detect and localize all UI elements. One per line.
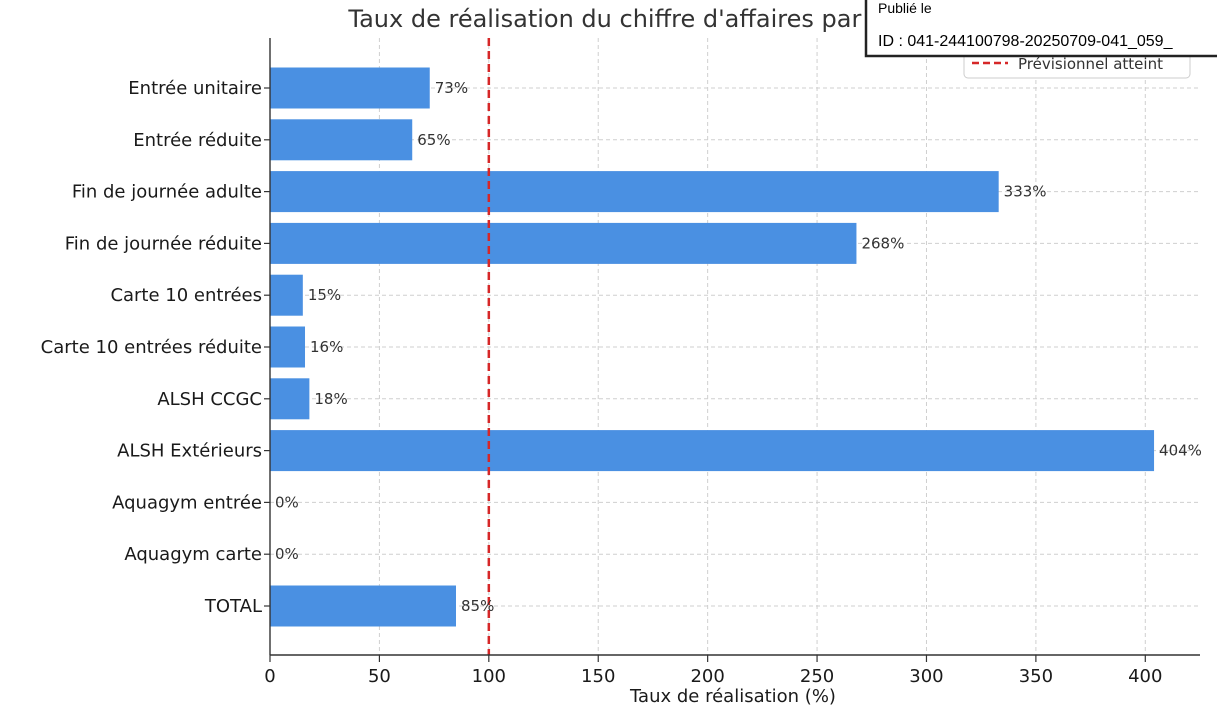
bar <box>270 585 456 627</box>
axes <box>264 38 1200 662</box>
data-label: 0% <box>275 545 299 563</box>
bar <box>270 67 430 109</box>
bar <box>270 274 303 316</box>
x-tick-label: 350 <box>1019 666 1053 687</box>
data-label: 65% <box>417 131 450 149</box>
data-label: 15% <box>308 286 341 304</box>
data-label: 85% <box>461 597 494 615</box>
publication-stamp: Publié le ID : 041-244100798-20250709-04… <box>864 0 1217 58</box>
category-label: ALSH Extérieurs <box>117 441 262 462</box>
category-label: Aquagym carte <box>124 544 262 565</box>
bar <box>270 119 413 161</box>
category-label: Carte 10 entrées réduite <box>41 337 262 358</box>
category-label: Fin de journée réduite <box>65 233 262 254</box>
bar <box>270 430 1155 472</box>
category-label: TOTAL <box>204 596 262 617</box>
data-label: 16% <box>310 338 343 356</box>
data-label: 18% <box>314 390 347 408</box>
data-label: 333% <box>1004 183 1047 201</box>
category-label: Carte 10 entrées <box>110 285 262 306</box>
x-tick-label: 50 <box>368 666 391 687</box>
stamp-published-label: Publié le <box>878 0 932 16</box>
bar <box>270 326 306 368</box>
x-tick-label: 250 <box>800 666 834 687</box>
data-label: 404% <box>1159 442 1202 460</box>
category-labels: Entrée unitaire Entrée réduite Fin de jour… <box>41 78 262 617</box>
bar <box>270 222 857 264</box>
category-label: Aquagym entrée <box>112 492 262 513</box>
x-tick-labels: 0 50 100 150 200 250 300 350 400 <box>264 666 1162 687</box>
x-tick-label: 0 <box>264 666 275 687</box>
category-label: Entrée unitaire <box>128 78 262 99</box>
category-label: ALSH CCGC <box>157 389 262 410</box>
x-axis-title: Taux de réalisation (%) <box>629 686 836 707</box>
bars <box>270 67 1155 627</box>
x-tick-label: 300 <box>909 666 943 687</box>
data-label: 0% <box>275 493 299 511</box>
legend-label: Prévisionnel atteint <box>1018 55 1163 73</box>
data-label: 268% <box>861 234 904 252</box>
stamp-box <box>864 0 1217 58</box>
bar <box>270 171 999 213</box>
category-label: Fin de journée adulte <box>72 182 262 203</box>
x-tick-label: 400 <box>1128 666 1162 687</box>
x-tick-label: 200 <box>690 666 724 687</box>
x-tick-label: 150 <box>581 666 615 687</box>
category-label: Entrée réduite <box>133 130 262 151</box>
data-label: 73% <box>435 79 468 97</box>
x-tick-label: 100 <box>472 666 506 687</box>
stamp-id-text: ID : 041-244100798-20250709-041_059_ <box>878 33 1174 50</box>
bar <box>270 378 310 420</box>
data-labels: 73% 65% 333% 268% 15% 16% 18% 404% 0% 0% 85% <box>275 79 1202 615</box>
